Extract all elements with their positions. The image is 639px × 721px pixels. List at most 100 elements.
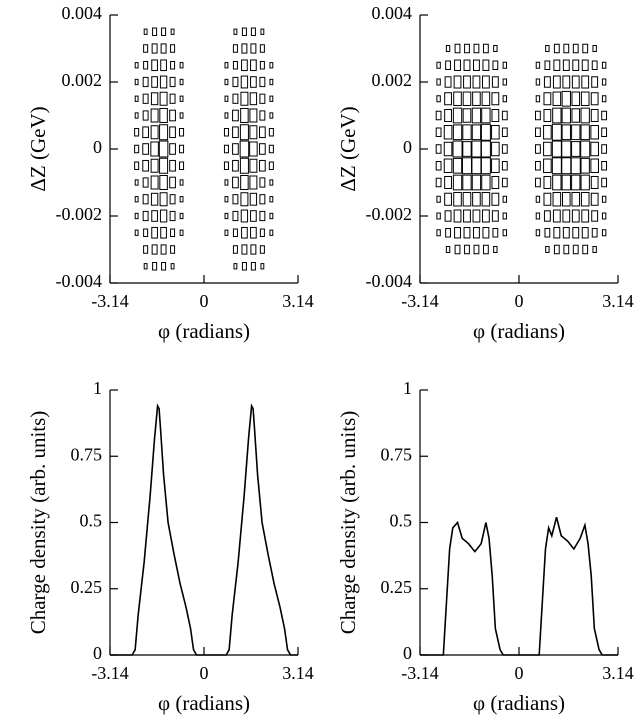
bin-box xyxy=(259,194,266,205)
bin-box xyxy=(463,75,471,89)
bin-box xyxy=(232,126,239,139)
bin-box xyxy=(535,144,541,154)
bin-box xyxy=(543,175,552,190)
bin-box xyxy=(561,124,571,141)
bin-box xyxy=(453,91,462,106)
bin-box xyxy=(581,227,589,239)
bin-box xyxy=(552,209,561,223)
bin-box xyxy=(502,195,508,203)
bin-box xyxy=(581,59,589,71)
bin-box xyxy=(170,245,176,254)
bin-box xyxy=(590,125,599,140)
bin-box xyxy=(591,210,599,222)
bin-box xyxy=(491,192,500,206)
bin-box xyxy=(169,143,176,155)
bin-box xyxy=(591,227,598,238)
bin-box xyxy=(482,43,489,54)
bin-box xyxy=(452,140,463,158)
bin-box xyxy=(160,226,167,239)
bin-box xyxy=(553,244,560,255)
y-axis-title: ΔZ (GeV) xyxy=(26,106,50,191)
bin-box xyxy=(134,179,139,186)
bin-box xyxy=(224,196,229,203)
bin-box xyxy=(249,175,258,190)
bin-box xyxy=(259,245,265,254)
bin-box xyxy=(443,158,453,173)
y-tick-label: 0.25 xyxy=(381,577,413,597)
bin-box xyxy=(259,126,266,139)
bin-box xyxy=(472,209,481,223)
bin-box xyxy=(581,75,590,89)
bin-box xyxy=(224,179,229,186)
bin-box xyxy=(159,91,168,106)
bin-box xyxy=(572,43,579,54)
bin-box xyxy=(151,76,158,88)
bin-box xyxy=(543,76,551,88)
bin-box xyxy=(552,192,562,207)
bin-box xyxy=(436,95,441,103)
bin-box xyxy=(480,140,491,158)
bin-box xyxy=(259,177,266,188)
bin-box xyxy=(444,210,452,222)
bin-box xyxy=(571,108,581,123)
y-tick-label: 0 xyxy=(403,643,412,663)
bin-box xyxy=(142,143,149,155)
bin-box xyxy=(142,210,149,222)
bin-box xyxy=(232,44,238,53)
bin-box xyxy=(563,43,570,54)
bin-box xyxy=(179,62,184,69)
bin-box xyxy=(224,95,229,102)
bin-box xyxy=(582,244,589,255)
bin-box xyxy=(269,112,274,119)
bin-box xyxy=(142,159,149,172)
bin-box xyxy=(142,194,149,205)
bin-box xyxy=(143,228,149,238)
bin-box xyxy=(151,244,158,255)
bin-box xyxy=(435,144,442,154)
bin-box xyxy=(462,108,472,123)
bin-box xyxy=(543,210,551,222)
bin-box xyxy=(151,210,158,222)
bin-box xyxy=(224,212,229,220)
bin-box xyxy=(151,226,158,239)
bin-box xyxy=(240,192,249,207)
bin-box xyxy=(224,112,229,119)
bin-box xyxy=(472,192,481,207)
bin-box xyxy=(134,62,139,69)
bin-box xyxy=(445,60,451,71)
bin-box xyxy=(590,108,599,123)
bin-box xyxy=(249,141,258,157)
bin-box xyxy=(491,141,500,157)
bin-box xyxy=(443,125,453,140)
bin-box xyxy=(259,210,266,222)
bin-box xyxy=(502,78,508,86)
bin-box xyxy=(580,107,590,124)
bin-box xyxy=(472,75,481,89)
x-axis-title: φ (radians) xyxy=(473,691,565,715)
bin-box xyxy=(259,228,265,238)
y-tick-label: 0.002 xyxy=(62,70,103,90)
bin-box xyxy=(590,141,599,157)
bin-box xyxy=(436,61,441,69)
bin-box xyxy=(240,107,249,124)
bin-box xyxy=(233,263,238,270)
bin-box xyxy=(472,59,480,71)
bin-box xyxy=(570,157,581,175)
density-line xyxy=(110,403,298,656)
bin-box xyxy=(502,212,508,220)
bin-box xyxy=(501,110,508,121)
bin-box xyxy=(535,127,541,138)
y-tick-label: 1 xyxy=(403,378,412,398)
bin-box xyxy=(561,192,571,207)
bin-box xyxy=(501,144,508,154)
bin-box xyxy=(179,196,184,203)
bin-box xyxy=(268,144,274,154)
bin-box xyxy=(170,44,176,53)
bin-box xyxy=(233,28,238,35)
bin-box xyxy=(463,209,471,223)
bin-box xyxy=(543,192,552,206)
bin-box xyxy=(232,60,238,70)
bin-box xyxy=(444,108,452,123)
bin-box xyxy=(562,75,571,89)
